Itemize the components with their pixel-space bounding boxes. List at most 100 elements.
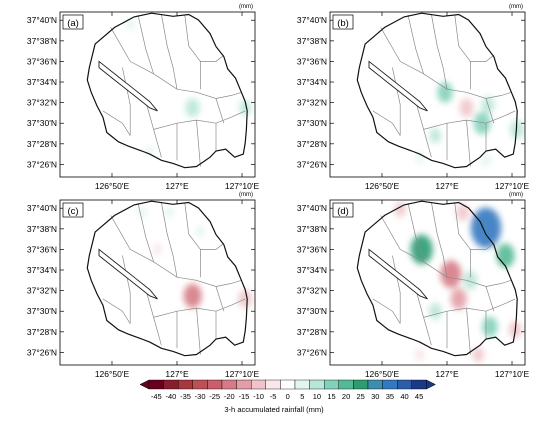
colorbar-tick-label: 25 — [357, 392, 365, 401]
y-tick-label: 37°40'N — [27, 203, 57, 213]
colorbar-swatch — [294, 379, 310, 390]
y-tick-label: 37°32'N — [297, 286, 327, 296]
colorbar-tick-label: 20 — [342, 392, 350, 401]
rainfall-cell — [440, 260, 462, 289]
rainfall-cell — [183, 283, 202, 308]
district-boundary — [184, 203, 225, 250]
colorbar-swatch — [236, 379, 252, 390]
y-tick-label: 37°30'N — [297, 118, 327, 128]
district-boundary — [423, 110, 516, 130]
city-boundary — [86, 200, 248, 357]
colorbar-swatch — [397, 379, 413, 390]
colorbar-swatch — [411, 379, 427, 390]
y-tick-label: 37°32'N — [27, 286, 57, 296]
y-tick-label: 37°30'N — [27, 306, 57, 316]
panel-label: (b) — [337, 18, 349, 29]
colorbar-swatch — [221, 379, 237, 390]
rainfall-cell — [164, 206, 174, 219]
district-boundary — [431, 14, 448, 90]
district-boundary — [231, 279, 242, 284]
y-tick-label: 37°28'N — [297, 327, 327, 337]
colorbar-tick-label: 10 — [313, 392, 321, 401]
colorbar-tick-label: 45 — [415, 392, 423, 401]
district-boundary — [184, 15, 225, 62]
rainfall-cell — [450, 288, 467, 310]
plot-frame — [329, 11, 526, 178]
district-boundary — [137, 203, 154, 262]
colorbar: 3-h accumulated rainfall (mm) -45 -40 -35-… — [139, 379, 436, 414]
y-tick-label: 37°36'N — [297, 244, 327, 254]
y-tick-label: 37°34'N — [27, 77, 57, 87]
colorbar-swatch — [192, 379, 208, 390]
y-tick-label: 37°36'N — [27, 56, 57, 66]
colorbar-tick-label: 15 — [327, 392, 335, 401]
y-tick-label: 37°26'N — [27, 159, 57, 169]
district-boundary — [231, 91, 242, 96]
panel-label: (c) — [67, 206, 78, 217]
rainfall-cell — [137, 206, 147, 219]
district-boundary — [122, 67, 131, 136]
rainfall-cell — [239, 100, 251, 116]
x-tick-label: 127°10'E — [495, 369, 530, 379]
city-boundary — [356, 12, 518, 169]
y-tick-label: 37°38'N — [27, 36, 57, 46]
colorbar-tick-label: 5 — [300, 392, 304, 401]
district-boundary — [102, 110, 131, 136]
district-boundary — [161, 202, 178, 278]
rainfall-cell — [459, 98, 474, 118]
district-boundary — [407, 15, 424, 74]
district-boundary — [145, 289, 162, 346]
x-tick-label: 127°E — [435, 369, 459, 379]
x-tick-label: 127°10'E — [495, 181, 530, 191]
map-panel: 37°40'N 37°38'N 37°36'N 37°34'N 37°32'N 37°30… — [297, 4, 530, 191]
y-tick-label: 37°40'N — [27, 15, 57, 25]
colorbar-tick-label: -15 — [238, 392, 249, 401]
rainfall-cell — [125, 18, 135, 31]
city-boundary — [356, 200, 518, 357]
y-tick-label: 37°36'N — [27, 244, 57, 254]
y-tick-label: 37°30'N — [297, 306, 327, 316]
colorbar-swatch — [148, 379, 164, 390]
panel-label-box — [62, 202, 84, 218]
district-boundary — [415, 101, 432, 158]
y-tick-label: 37°30'N — [27, 118, 57, 128]
rainfall-cell — [473, 112, 491, 135]
colorbar-tick-label: -10 — [253, 392, 264, 401]
rainfall-cell — [482, 316, 498, 337]
rainfall-cell — [410, 234, 433, 265]
colorbar-swatch — [207, 379, 223, 390]
district-boundary — [372, 298, 401, 324]
district-boundary — [485, 286, 495, 312]
y-tick-label: 37°36'N — [297, 56, 327, 66]
colorbar-tick-label: -40 — [165, 392, 176, 401]
map-panel: 37°40'N 37°38'N 37°36'N 37°34'N 37°32'N 37°30… — [27, 4, 260, 191]
district-boundary — [215, 98, 225, 124]
district-boundary — [392, 67, 401, 136]
map-panel: 37°40'N 37°38'N 37°36'N 37°34'N 37°32'N 37°30… — [297, 192, 530, 379]
district-boundary — [466, 120, 471, 167]
district-boundary — [215, 286, 225, 312]
colorbar-tick-label: -5 — [270, 392, 277, 401]
y-tick-label: 37°32'N — [297, 98, 327, 108]
rainfall-cell — [196, 225, 205, 237]
panel-label-box — [62, 14, 84, 30]
colorbar-end-high — [426, 379, 436, 390]
colorbar-swatch — [367, 379, 383, 390]
district-boundary — [423, 298, 516, 318]
rainfall-cell — [152, 243, 163, 256]
y-tick-label: 37°34'N — [27, 265, 57, 275]
colorbar-swatch — [324, 379, 340, 390]
panel-label-box — [332, 202, 354, 218]
district-boundary — [196, 120, 201, 167]
river-outline — [98, 60, 158, 112]
panel-label: (d) — [337, 206, 349, 217]
colorbar-swatch — [338, 379, 354, 390]
x-tick-label: 127°10'E — [225, 369, 260, 379]
y-tick-label: 37°38'N — [297, 224, 327, 234]
district-boundary — [153, 298, 246, 318]
city-boundary — [86, 12, 248, 169]
rainfall-cell — [496, 243, 515, 268]
colorbar-swatch — [353, 379, 369, 390]
district-boundary — [501, 279, 512, 284]
district-boundary — [122, 255, 131, 324]
